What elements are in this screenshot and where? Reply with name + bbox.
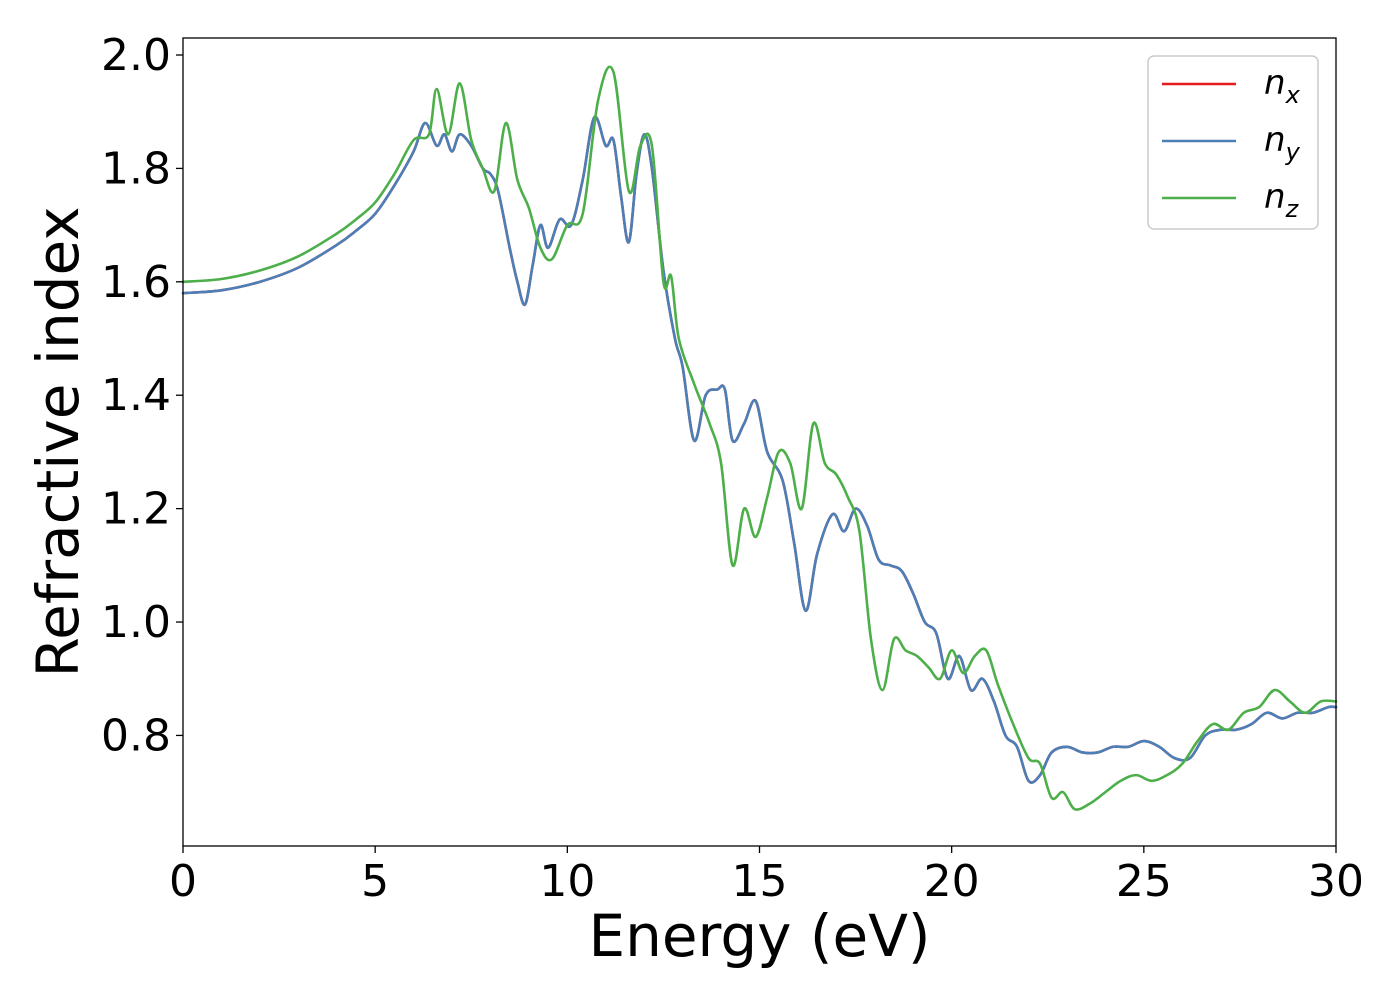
y-tick-label: 1.6 — [101, 257, 171, 308]
x-tick-label: 20 — [924, 856, 980, 907]
x-tick-label: 30 — [1308, 856, 1364, 907]
y-tick-label: 1.0 — [101, 597, 171, 648]
x-tick-label: 15 — [732, 856, 788, 907]
legend-label-nx: nx — [1264, 63, 1301, 109]
y-tick-label: 0.8 — [101, 710, 171, 761]
x-tick-label: 5 — [361, 856, 389, 907]
x-axis-ticks: 0 5 10 15 20 25 30 — [169, 846, 1364, 907]
x-tick-label: 10 — [539, 856, 595, 907]
legend-label-nz: nz — [1264, 177, 1300, 223]
plot-area — [183, 38, 1336, 846]
y-tick-label: 1.2 — [101, 484, 171, 535]
legend: nx ny nz — [1147, 55, 1319, 230]
y-axis-ticks: 0.8 1.0 1.2 1.4 1.6 1.8 2.0 — [101, 30, 183, 761]
y-axis-title: Refractive index — [24, 206, 92, 677]
y-tick-label: 1.8 — [101, 143, 171, 194]
x-tick-label: 0 — [169, 856, 197, 907]
x-tick-label: 25 — [1116, 856, 1172, 907]
legend-label-ny: ny — [1264, 120, 1301, 166]
legend-box — [1147, 55, 1319, 230]
series-layer — [181, 65, 1338, 811]
y-tick-label: 2.0 — [101, 30, 171, 81]
series-line-nz — [181, 65, 1338, 811]
x-axis-title: Energy (eV) — [588, 902, 930, 970]
y-tick-label: 1.4 — [101, 370, 171, 421]
